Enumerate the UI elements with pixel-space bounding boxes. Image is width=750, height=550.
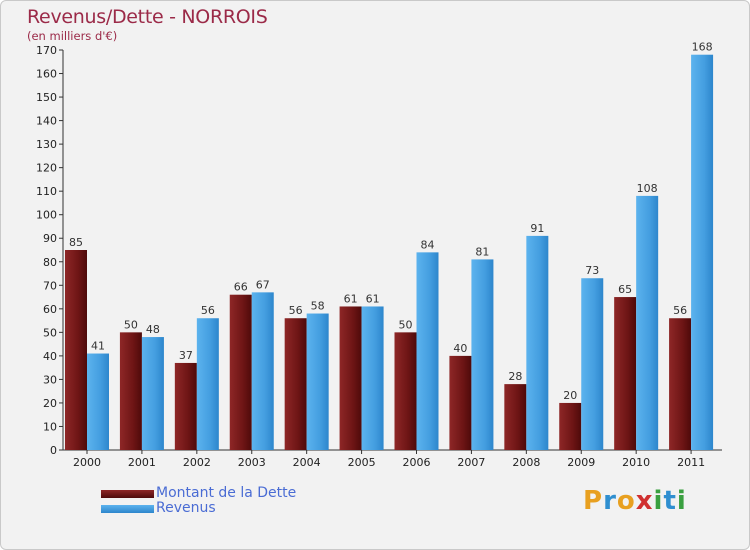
data-label-revenue: 91 — [530, 222, 544, 235]
x-tick-label: 2007 — [457, 456, 485, 469]
legend-swatch-revenue — [101, 505, 154, 513]
data-label-revenue: 67 — [256, 278, 270, 291]
x-tick-label: 2010 — [622, 456, 650, 469]
x-tick-label: 2000 — [73, 456, 101, 469]
data-label-debt: 61 — [344, 292, 358, 305]
y-tick-label: 70 — [43, 279, 57, 292]
bar-revenue — [361, 306, 384, 450]
data-label-debt: 56 — [289, 304, 303, 317]
y-tick-label: 30 — [43, 373, 57, 386]
data-label-revenue: 41 — [91, 340, 105, 353]
x-tick-label: 2009 — [567, 456, 595, 469]
value-labels: 85 41 50 48 37 56 66 67 56 58 61 61 50 84 40 81 28 91 20 73… — [69, 41, 713, 402]
data-label-revenue: 84 — [421, 238, 435, 251]
bar-debt — [394, 332, 417, 450]
y-tick-label: 140 — [36, 115, 57, 128]
y-tick-label: 10 — [43, 420, 57, 433]
data-label-revenue: 108 — [637, 182, 658, 195]
data-label-revenue: 61 — [366, 292, 380, 305]
data-label-revenue: 56 — [201, 304, 215, 317]
x-tick-label: 2001 — [128, 456, 156, 469]
proxiti-logo: Proxiti — [583, 486, 687, 516]
y-tick-label: 90 — [43, 232, 57, 245]
y-tick-label: 120 — [36, 162, 57, 175]
bar-revenue — [87, 353, 109, 450]
logo-letter: r — [603, 486, 617, 516]
bar-debt — [284, 318, 307, 450]
y-tick-label: 150 — [36, 91, 57, 104]
legend-label-debt: Montant de la Dette — [156, 485, 297, 501]
data-label-debt: 85 — [69, 236, 83, 249]
bar-debt — [669, 318, 692, 450]
data-label-revenue: 81 — [475, 245, 489, 258]
chart-title: Revenus/Dette - NORROIS — [27, 6, 268, 28]
x-tick-label: 2008 — [512, 456, 540, 469]
bar-revenue — [416, 252, 439, 450]
y-tick-label: 80 — [43, 256, 57, 269]
x-tick-label: 2006 — [403, 456, 431, 469]
logo-letter: x — [635, 486, 654, 516]
data-label-revenue: 73 — [585, 264, 599, 277]
y-tick-label: 100 — [36, 209, 57, 222]
bar-revenue — [251, 292, 274, 450]
logo-letter: i — [676, 486, 687, 516]
data-label-debt: 50 — [399, 318, 413, 331]
bar-debt — [65, 250, 87, 450]
y-tick-label: 40 — [43, 350, 57, 363]
bar-revenue — [691, 54, 714, 451]
x-tick-label: 2003 — [238, 456, 266, 469]
data-label-revenue: 58 — [311, 300, 325, 313]
data-label-debt: 28 — [508, 370, 522, 383]
logo-letter: i — [653, 486, 664, 516]
logo-letter: t — [663, 486, 677, 516]
logo-letter: P — [583, 486, 604, 516]
data-label-debt: 65 — [618, 283, 632, 296]
y-tick-label: 160 — [36, 68, 57, 81]
chart-subtitle: (en milliers d'€) — [27, 29, 118, 43]
data-label-revenue: 48 — [146, 323, 160, 336]
bar-debt — [119, 332, 142, 450]
bar-revenue — [526, 235, 549, 450]
x-tick-label: 2011 — [677, 456, 705, 469]
bar-revenue — [471, 259, 494, 450]
bar-revenue — [581, 278, 604, 450]
y-tick-label: 170 — [36, 44, 57, 57]
legend-label-revenue: Revenus — [156, 500, 216, 516]
bar-debt — [614, 297, 637, 450]
y-tick-label: 110 — [36, 185, 57, 198]
logo-letter: o — [616, 486, 636, 516]
data-label-debt: 37 — [179, 349, 193, 362]
legend-swatch-debt — [101, 490, 154, 498]
bar-debt — [229, 294, 252, 450]
data-label-revenue: 168 — [692, 41, 713, 54]
data-label-debt: 40 — [453, 342, 467, 355]
x-tick-label: 2004 — [293, 456, 321, 469]
bar-revenue — [306, 313, 329, 450]
bar-debt — [339, 306, 362, 450]
y-tick-label: 0 — [50, 444, 57, 457]
bar-debt — [174, 362, 197, 450]
bar-revenue — [141, 337, 164, 450]
y-tick-label: 60 — [43, 303, 57, 316]
bar-debt — [449, 355, 472, 450]
data-label-debt: 56 — [673, 304, 687, 317]
bar-revenue — [196, 318, 219, 450]
data-label-debt: 20 — [563, 389, 577, 402]
x-tick-label: 2002 — [183, 456, 211, 469]
y-tick-label: 50 — [43, 326, 57, 339]
axes: 0 10 20 30 40 50 60 70 80 90 100 110 120 130 140 150 160… — [36, 44, 722, 469]
y-tick-label: 130 — [36, 138, 57, 151]
bar-revenue — [636, 195, 659, 450]
bar-debt — [559, 402, 582, 450]
bars — [65, 54, 714, 451]
x-tick-label: 2005 — [348, 456, 376, 469]
bar-debt — [504, 384, 527, 450]
data-label-debt: 66 — [234, 281, 248, 294]
y-tick-label: 20 — [43, 397, 57, 410]
data-label-debt: 50 — [124, 318, 138, 331]
